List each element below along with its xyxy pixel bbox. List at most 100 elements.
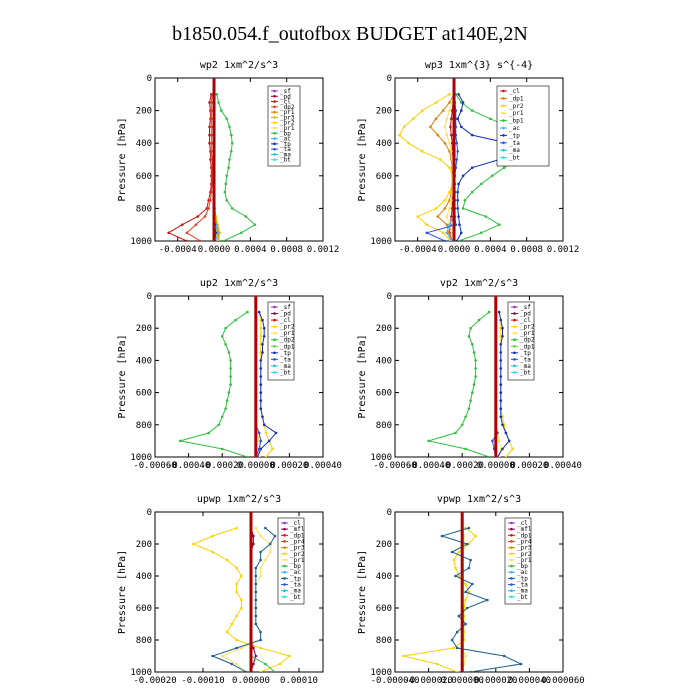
data-point bbox=[499, 399, 503, 402]
data-point bbox=[472, 383, 476, 386]
legend-label: _ta bbox=[520, 356, 531, 363]
legend-label: _pr3 bbox=[280, 114, 295, 121]
legend-marker bbox=[273, 137, 276, 140]
legend-label: _cl bbox=[280, 317, 291, 324]
legend-marker bbox=[502, 89, 505, 93]
data-point bbox=[235, 614, 238, 618]
data-point bbox=[469, 399, 472, 402]
x-tick-label: 0.00020 bbox=[270, 461, 308, 471]
data-point bbox=[420, 150, 424, 153]
data-point bbox=[261, 351, 264, 354]
series-line bbox=[167, 94, 212, 241]
x-tick-label: -0.000040 bbox=[371, 676, 420, 686]
legend-label: _cl bbox=[520, 317, 531, 324]
data-point bbox=[271, 447, 274, 451]
legend-label: _ta bbox=[517, 582, 528, 589]
y-tick-label: 400 bbox=[136, 356, 152, 366]
data-point bbox=[416, 215, 420, 218]
data-point bbox=[454, 431, 457, 435]
legend: _sf_pd_cl_pr2_pr1_dp2_dp1_tp_ta_ma_bt bbox=[507, 301, 535, 381]
data-point bbox=[207, 199, 210, 202]
legend: _cl_mfl_dp1_pr4_pr3_pr2_pr1_bp_ac_tp_ta_… bbox=[277, 517, 305, 605]
data-point bbox=[448, 223, 451, 226]
legend: _sf_pd_cl_dp2_pr1_pr3_pr2_pr1_bp_ac_tp_t… bbox=[267, 85, 301, 167]
data-point bbox=[461, 101, 465, 104]
data-point bbox=[210, 117, 213, 121]
data-point bbox=[499, 318, 503, 322]
legend-marker bbox=[283, 595, 286, 599]
data-point bbox=[235, 566, 238, 570]
data-point bbox=[456, 199, 460, 202]
figure-title: b1850.054.f_outofbox BUDGET at140E,2N bbox=[172, 23, 528, 45]
legend-marker bbox=[273, 142, 276, 146]
data-point bbox=[436, 215, 440, 218]
legend-marker bbox=[273, 110, 276, 114]
data-point bbox=[461, 174, 465, 178]
x-tick-label: 0.0008 bbox=[270, 245, 303, 255]
data-point bbox=[220, 654, 224, 658]
legend-label: _tp bbox=[517, 575, 528, 582]
series-group bbox=[167, 78, 257, 241]
legend-marker bbox=[510, 577, 513, 580]
x-tick-label: 0.00020 bbox=[510, 461, 548, 471]
legend-label: _tp bbox=[280, 141, 291, 148]
data-point bbox=[507, 439, 511, 443]
data-point bbox=[240, 598, 243, 602]
data-point bbox=[489, 117, 492, 121]
y-tick-label: 200 bbox=[376, 540, 392, 550]
x-tick-label: 0.0012 bbox=[547, 245, 580, 255]
legend-label: _bt bbox=[517, 594, 528, 601]
legend-label: _pr1 bbox=[517, 557, 532, 564]
data-point bbox=[259, 391, 263, 394]
data-point bbox=[240, 606, 243, 610]
data-point bbox=[464, 582, 467, 586]
x-tick-label: 0.00010 bbox=[280, 676, 318, 686]
data-point bbox=[443, 141, 447, 145]
data-point bbox=[230, 141, 234, 145]
data-point bbox=[210, 125, 213, 129]
data-point bbox=[499, 415, 503, 419]
data-point bbox=[445, 215, 449, 218]
y-tick-label: 0 bbox=[147, 292, 152, 302]
data-point bbox=[203, 215, 207, 218]
legend-box bbox=[507, 301, 535, 381]
data-point bbox=[259, 439, 263, 443]
data-point bbox=[254, 606, 258, 610]
y-tick-label: 600 bbox=[136, 389, 152, 399]
legend-marker bbox=[502, 134, 505, 137]
legend-marker bbox=[283, 521, 286, 525]
data-point bbox=[218, 231, 221, 235]
x-tick-label: 0.0008 bbox=[510, 245, 543, 255]
legend-marker bbox=[283, 527, 286, 531]
data-point bbox=[474, 534, 477, 538]
legend-marker bbox=[273, 331, 276, 335]
data-point bbox=[491, 439, 494, 443]
data-point bbox=[501, 447, 504, 451]
data-point bbox=[448, 141, 451, 145]
legend-label: _dp1 bbox=[520, 343, 535, 350]
legend-marker bbox=[273, 351, 276, 355]
data-point bbox=[450, 117, 453, 121]
plot-frame bbox=[154, 295, 324, 458]
chart-panel: upwp 1xm^2/s^3 Pressure [hPa] 0 200 400 600 80… bbox=[117, 494, 324, 686]
legend-box bbox=[277, 517, 305, 605]
data-point bbox=[264, 431, 268, 435]
data-point bbox=[259, 375, 263, 378]
data-point bbox=[467, 335, 471, 338]
x-tick-label: 0.000020 bbox=[474, 676, 517, 686]
legend-label: _ma bbox=[280, 151, 291, 158]
data-point bbox=[448, 109, 451, 112]
legend-label: _pd bbox=[280, 93, 291, 100]
data-point bbox=[208, 133, 211, 137]
legend-marker bbox=[510, 527, 513, 531]
data-point bbox=[259, 399, 263, 402]
data-point bbox=[443, 199, 447, 202]
data-point bbox=[208, 101, 211, 104]
data-point bbox=[434, 117, 438, 121]
legend-marker bbox=[283, 564, 286, 568]
data-point bbox=[455, 646, 459, 650]
data-point bbox=[484, 215, 488, 218]
data-point bbox=[499, 359, 503, 362]
legend-label: _dp1 bbox=[517, 532, 532, 539]
legend-label: _pr1 bbox=[290, 557, 305, 564]
